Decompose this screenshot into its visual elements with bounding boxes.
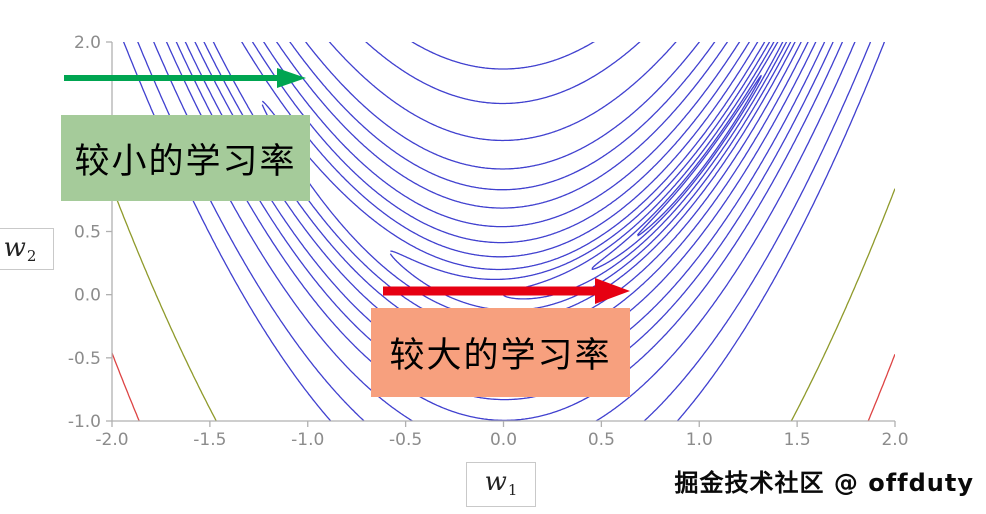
contour-line	[241, 42, 759, 258]
x-tick-label: -2.0	[95, 430, 128, 450]
contour-line	[289, 42, 716, 191]
x-tick-label: 1.0	[686, 430, 713, 450]
x-tick-label: 0.0	[490, 430, 517, 450]
y-axis-label-sub: 2	[26, 247, 37, 265]
contour-line	[122, 42, 886, 421]
learning-rate-arrows	[64, 68, 630, 304]
x-axis-label-sub: 1	[507, 481, 518, 499]
y-tick-label: 0.5	[74, 223, 101, 243]
learning-rate-arrow-head	[595, 278, 630, 304]
contour-line	[636, 74, 762, 237]
contour-line	[261, 42, 766, 271]
contour-line	[304, 42, 701, 170]
axis-ticks: -2.0 -1.5 -1.0 -0.5 0.0 0.5 1.0 1.5 2.0 2.0 0.5 0.0…	[68, 33, 909, 450]
watermark: 掘金技术社区 @ offduty	[674, 469, 974, 497]
contour-line	[251, 42, 751, 244]
x-tick-label: 2.0	[881, 430, 908, 450]
contour-line	[390, 42, 771, 281]
contour-line	[502, 42, 788, 300]
y-tick-label: -0.5	[68, 349, 101, 369]
annotation-small-learning-rate: 较小的学习率	[61, 115, 310, 201]
y-axis-label-base: w	[3, 233, 26, 263]
contour-line	[153, 42, 856, 421]
annotation-large-learning-rate: 较大的学习率	[371, 308, 630, 397]
contour-line	[591, 42, 784, 270]
x-axis-label-base: w	[484, 467, 507, 497]
contour-line	[275, 42, 729, 209]
x-tick-label: 0.5	[588, 430, 615, 450]
x-tick-label: -1.0	[291, 430, 324, 450]
x-tick-label: 1.5	[784, 430, 811, 450]
contour-line	[262, 42, 741, 228]
learning-rate-arrow-head	[277, 68, 306, 88]
y-tick-label: -1.0	[68, 412, 101, 432]
x-tick-label: -0.5	[389, 430, 422, 450]
contour-line	[411, 42, 595, 70]
contour-line	[137, 42, 872, 421]
contour-line	[328, 42, 677, 142]
contour-line	[261, 42, 796, 321]
contour-line	[389, 42, 792, 311]
y-tick-label: 2.0	[74, 33, 101, 53]
y-tick-label: 0.0	[74, 286, 101, 306]
x-tick-label: -1.5	[193, 430, 226, 450]
contour-line	[365, 42, 641, 105]
